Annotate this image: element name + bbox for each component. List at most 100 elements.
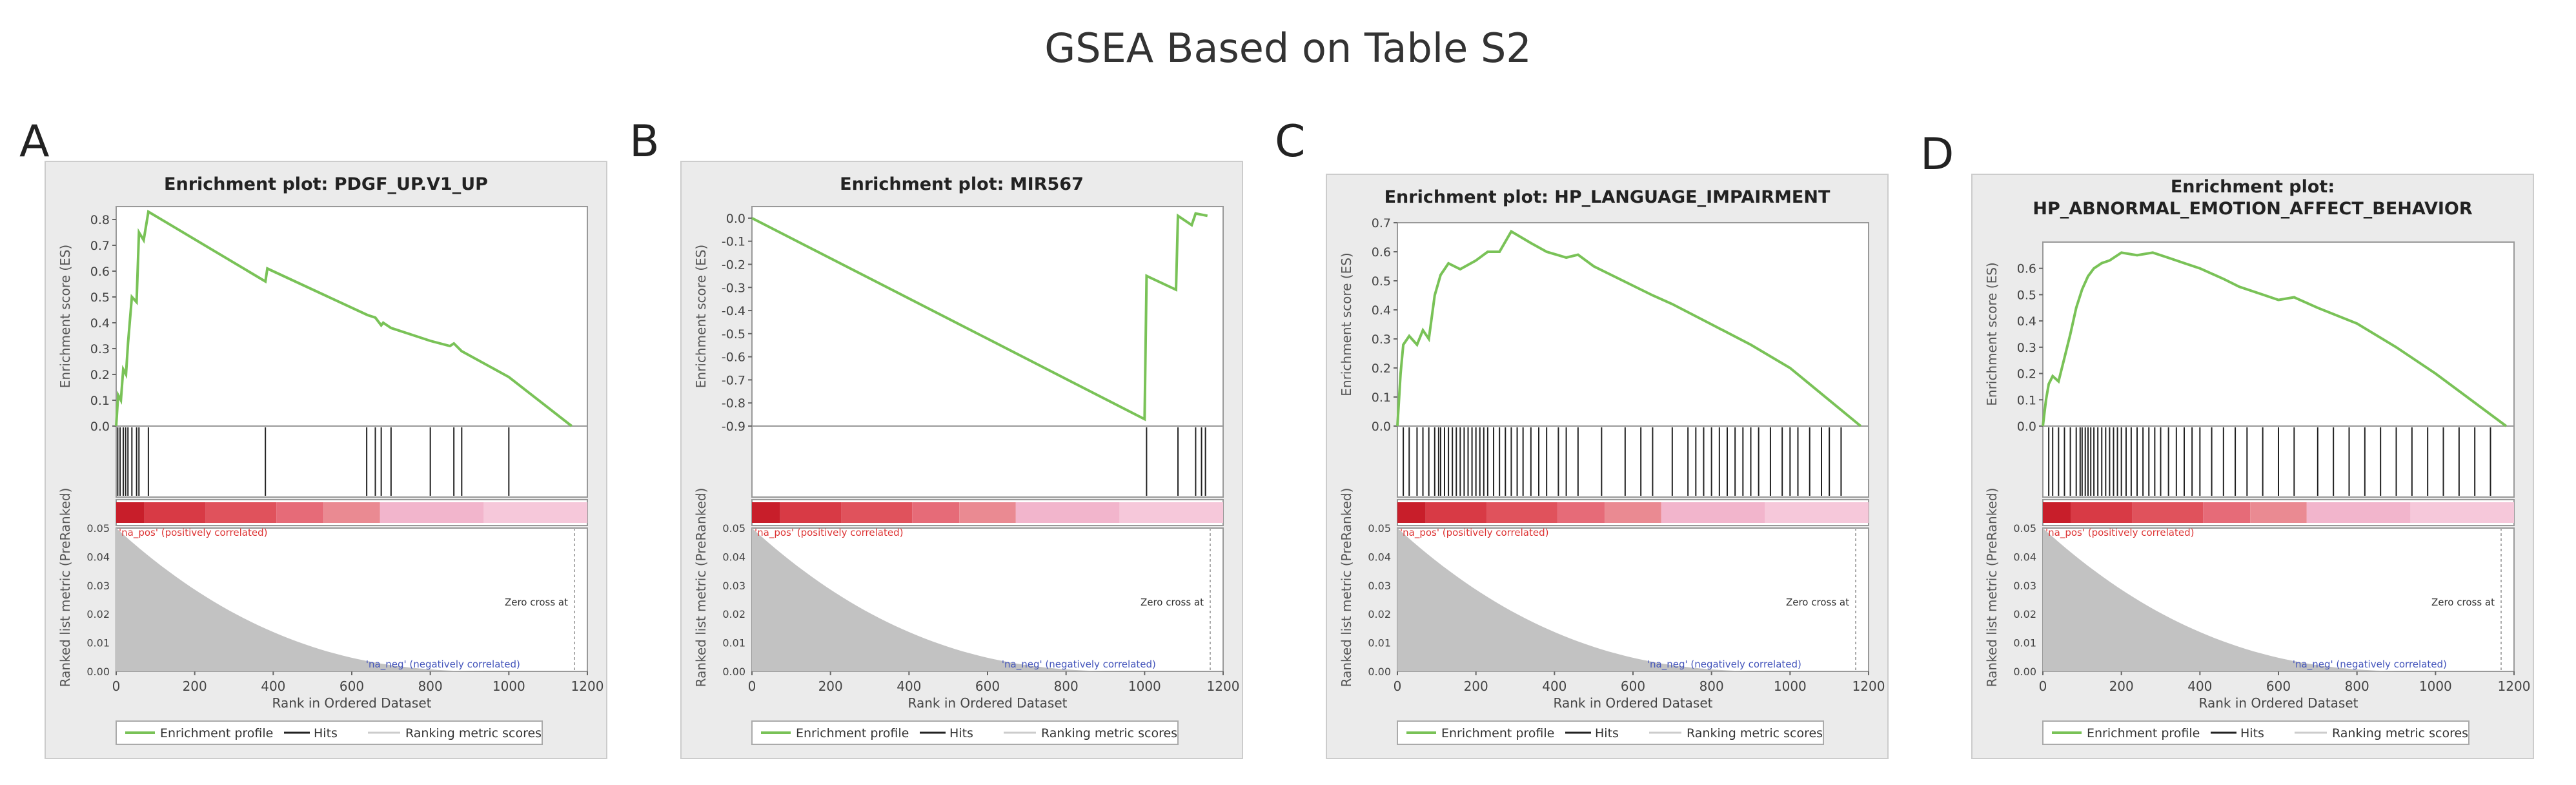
es-y-axis-label: Enrichment score (ES) — [693, 245, 709, 388]
es-y-tick-label: 0.5 — [2017, 288, 2036, 302]
ranking-bar-segment — [1425, 502, 1487, 523]
metric-y-axis-label: Ranked list metric (PreRanked) — [57, 488, 73, 688]
es-y-tick-label: 0.3 — [1372, 332, 1391, 347]
legend-hits-label: Hits — [314, 726, 338, 740]
es-y-tick-label: 0.4 — [2017, 314, 2036, 329]
es-y-tick-label: -0.2 — [722, 258, 745, 272]
metric-y-tick-label: 0.03 — [2013, 580, 2036, 592]
ranking-bar-segment — [780, 502, 842, 523]
ranking-bar-segment — [483, 502, 587, 523]
es-y-tick-label: 0.6 — [2017, 262, 2036, 276]
hits-area — [751, 425, 1224, 498]
metric-y-tick-label: 0.05 — [2013, 522, 2036, 535]
es-y-tick-label: 0.3 — [2017, 341, 2036, 355]
es-y-tick-label: 0.7 — [90, 239, 110, 253]
x-tick-label: 0 — [1394, 678, 1402, 694]
metric-y-tick-label: 0.02 — [1368, 608, 1391, 620]
ranking-metric-area — [1397, 528, 1774, 671]
es-y-tick-label: 0.8 — [90, 213, 110, 227]
ranking-bar-segment — [144, 502, 206, 523]
metric-y-tick-label: 0.04 — [86, 551, 110, 563]
es-y-tick-label: -0.8 — [722, 396, 745, 411]
metric-y-tick-label: 0.00 — [86, 666, 110, 678]
es-y-tick-label: 0.3 — [90, 342, 110, 356]
es-y-tick-label: 0.0 — [90, 420, 110, 434]
ranking-bar-segment — [2071, 502, 2133, 523]
x-axis-label: Rank in Ordered Dataset — [908, 695, 1068, 711]
es-y-tick-label: 0.2 — [1372, 362, 1391, 376]
x-tick-label: 400 — [897, 678, 921, 694]
negative-correlation-label: 'na_neg' (negatively correlated) — [2293, 658, 2447, 671]
metric-y-tick-label: 0.01 — [86, 637, 110, 649]
ranking-bar-segment — [752, 502, 780, 523]
legend-enrichment-label: Enrichment profile — [1441, 726, 1554, 740]
es-y-tick-label: -0.5 — [722, 327, 745, 342]
positive-correlation-label: 'na_pos' (positively correlated) — [755, 527, 903, 539]
x-tick-label: 600 — [1621, 678, 1645, 694]
metric-y-tick-label: 0.00 — [2013, 666, 2036, 678]
es-y-tick-label: 0.1 — [1372, 391, 1391, 405]
negative-correlation-label: 'na_neg' (negatively correlated) — [366, 658, 520, 671]
ranking-bar-segment — [2132, 502, 2204, 523]
x-tick-label: 1000 — [492, 678, 525, 694]
positive-correlation-label: 'na_pos' (positively correlated) — [119, 527, 267, 539]
ranking-bar-segment — [2250, 502, 2307, 523]
legend-metric-label: Ranking metric scores — [2332, 726, 2468, 740]
zero-cross-label: Zero cross at — [505, 596, 568, 608]
legend-hits-label: Hits — [2240, 726, 2264, 740]
x-tick-label: 1000 — [1774, 678, 1807, 694]
es-y-tick-label: -0.9 — [722, 420, 745, 434]
es-plot-area — [1397, 222, 1869, 427]
ranking-bar-segment — [276, 502, 324, 523]
es-y-tick-label: 0.1 — [2017, 393, 2036, 407]
x-tick-label: 800 — [1054, 678, 1079, 694]
ranking-bar-segment — [2410, 502, 2514, 523]
metric-y-tick-label: 0.02 — [722, 608, 745, 620]
es-y-axis-label: Enrichment score (ES) — [57, 245, 73, 388]
x-tick-label: 600 — [975, 678, 1000, 694]
ranking-bar-segment — [1397, 502, 1426, 523]
ranking-bar-segment — [1486, 502, 1558, 523]
es-y-tick-label: -0.7 — [722, 373, 745, 387]
x-axis-label: Rank in Ordered Dataset — [272, 695, 432, 711]
chart-title: Enrichment plot: — [2171, 177, 2335, 197]
enrichment-profile-line — [751, 212, 1208, 422]
metric-y-tick-label: 0.02 — [86, 608, 110, 620]
ranking-bar-segment — [205, 502, 277, 523]
metric-y-tick-label: 0.05 — [722, 522, 745, 535]
metric-y-axis-label: Ranked list metric (PreRanked) — [1339, 488, 1354, 688]
panel-letter-d: D — [1920, 129, 1954, 180]
x-tick-label: 800 — [2345, 678, 2369, 694]
x-tick-label: 400 — [261, 678, 285, 694]
chart-title-line2: HP_ABNORMAL_EMOTION_AFFECT_BEHAVIOR — [2033, 199, 2472, 219]
metric-y-tick-label: 0.03 — [1368, 580, 1391, 592]
ranking-bar-segment — [912, 502, 960, 523]
positive-correlation-label: 'na_pos' (positively correlated) — [1400, 527, 1548, 539]
ranking-bar-segment — [959, 502, 1016, 523]
chart-title: Enrichment plot: MIR567 — [840, 174, 1084, 194]
x-tick-label: 1000 — [2419, 678, 2452, 694]
ranking-bar-segment — [2306, 502, 2411, 523]
x-tick-label: 600 — [2266, 678, 2291, 694]
metric-y-tick-label: 0.04 — [722, 551, 745, 563]
x-tick-label: 1200 — [1852, 678, 1885, 694]
zero-cross-label: Zero cross at — [1141, 596, 1204, 608]
es-y-tick-label: -0.3 — [722, 281, 745, 295]
es-y-tick-label: 0.5 — [1372, 274, 1391, 289]
es-y-tick-label: 0.4 — [90, 316, 110, 331]
ranking-bar-segment — [2043, 502, 2071, 523]
x-tick-label: 200 — [2109, 678, 2134, 694]
x-tick-label: 1200 — [1207, 678, 1240, 694]
es-y-tick-label: 0.5 — [90, 291, 110, 305]
ranking-bar-segment — [1119, 502, 1223, 523]
es-y-axis-label: Enrichment score (ES) — [1339, 252, 1354, 396]
metric-y-tick-label: 0.01 — [1368, 637, 1391, 649]
x-tick-label: 0 — [748, 678, 756, 694]
es-y-axis-label: Enrichment score (ES) — [1984, 262, 2000, 405]
legend-box — [2042, 720, 2470, 745]
legend-box — [116, 720, 543, 745]
ranking-metric-area — [752, 528, 1129, 671]
es-y-tick-label: -0.6 — [722, 351, 745, 365]
